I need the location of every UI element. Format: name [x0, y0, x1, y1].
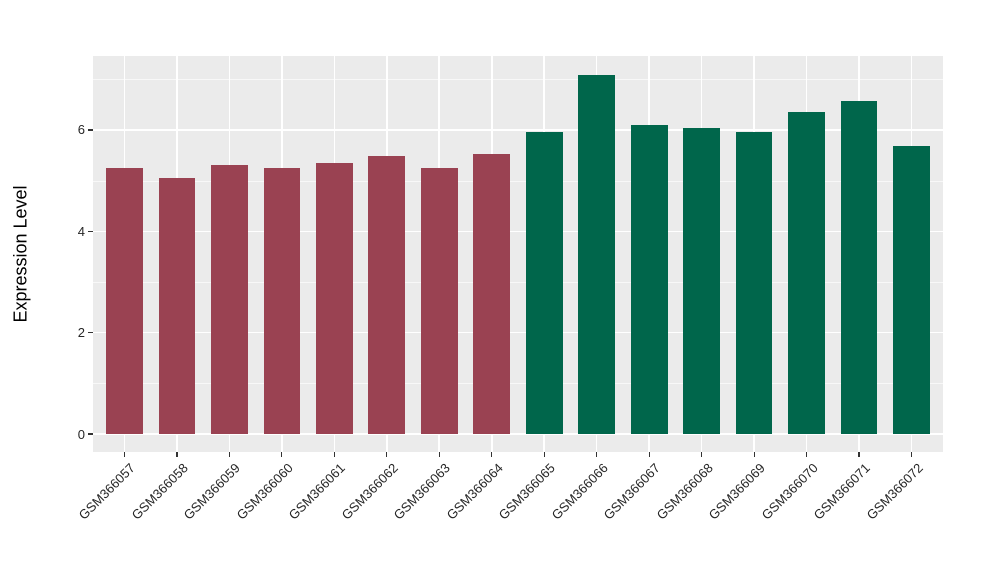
major-gridline: [93, 331, 943, 334]
bar-GSM366059: [211, 165, 248, 434]
bar-GSM366061: [316, 162, 353, 434]
y-tick-label: 0: [77, 426, 85, 442]
x-tick-mark: [805, 452, 808, 457]
x-tick-mark: [333, 452, 335, 457]
bar-GSM366066: [578, 74, 616, 434]
x-tick-mark: [543, 452, 545, 457]
plot-panel: [93, 56, 943, 452]
bar-GSM366070: [788, 111, 825, 434]
x-tick-mark: [123, 452, 126, 457]
bar-GSM366063: [420, 167, 458, 434]
bar-GSM366058: [158, 178, 196, 434]
y-axis-title: Expression Level: [10, 185, 31, 323]
major-gridline: [93, 129, 943, 131]
x-tick-mark: [386, 452, 388, 457]
x-tick-mark: [281, 452, 283, 457]
x-tick-mark: [438, 452, 440, 457]
x-tick-mark: [701, 452, 703, 457]
bar-GSM366062: [368, 156, 406, 434]
x-tick-mark: [228, 452, 230, 457]
x-tick-mark: [176, 452, 178, 457]
minor-gridline: [93, 281, 943, 283]
minor-gridline: [93, 383, 943, 385]
y-tick-mark: [88, 230, 93, 232]
bar-GSM366057: [106, 168, 143, 434]
bar-GSM366064: [473, 153, 511, 434]
bar-GSM366068: [683, 127, 720, 434]
bar-GSM366065: [525, 131, 563, 434]
y-tick-label: 2: [77, 325, 85, 341]
major-gridline: [93, 230, 943, 233]
minor-gridline: [93, 180, 943, 182]
x-tick-mark: [858, 452, 860, 457]
y-tick-mark: [88, 433, 93, 435]
bar-GSM366069: [735, 132, 773, 434]
x-tick-mark: [910, 452, 913, 457]
y-tick-label: 4: [77, 223, 85, 239]
x-tick-mark: [596, 452, 598, 457]
minor-gridline: [93, 79, 943, 81]
y-tick-mark: [88, 332, 93, 334]
x-tick-mark: [491, 452, 493, 457]
bar-GSM366071: [840, 100, 878, 434]
bar-GSM366060: [263, 168, 301, 434]
y-tick-mark: [88, 129, 93, 131]
x-tick-mark: [648, 452, 650, 457]
bar-GSM366072: [893, 145, 930, 434]
y-tick-label: 6: [77, 122, 85, 138]
bar-GSM366067: [630, 124, 668, 434]
x-tick-mark: [753, 452, 755, 457]
major-gridline: [93, 433, 943, 435]
